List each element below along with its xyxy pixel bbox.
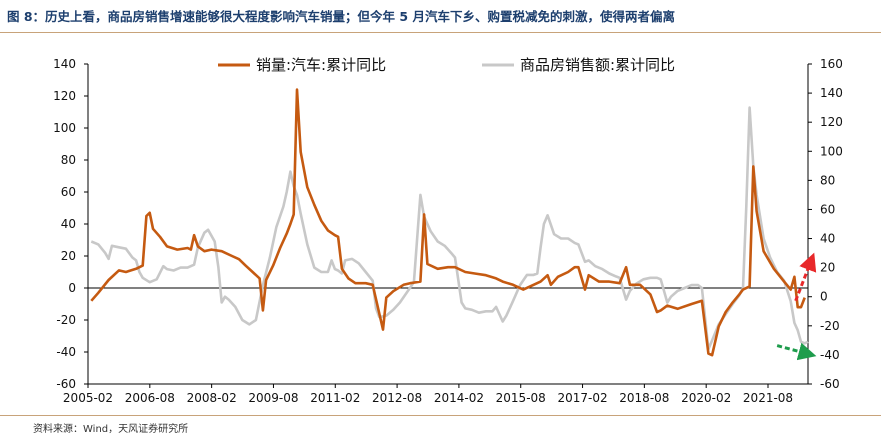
y-right-tick-label: 120 — [820, 115, 843, 129]
y-right-tick-label: 100 — [820, 144, 843, 158]
y-right-tick-label: -20 — [820, 319, 840, 333]
chart-title: 图 8：历史上看，商品房销售增速能够很大程度影响汽车销量；但今年 5 月汽车下乡… — [7, 9, 675, 24]
y-right-tick-label: -40 — [820, 348, 840, 362]
chart-axes: -60 -40 -20 0 20 40 60 80 100 120 140 -60 -40 -20 0 20 4… — [53, 57, 843, 405]
x-tick-label: 2012-08 — [372, 391, 422, 405]
x-tick-label: 2014-02 — [434, 391, 484, 405]
y-left-tick-label: -40 — [56, 345, 76, 359]
y-left-tick-label: 0 — [68, 281, 76, 295]
y-left-tick-label: 80 — [61, 153, 76, 167]
red-dashed-arrow — [794, 252, 817, 302]
x-tick-label: 2009-08 — [248, 391, 298, 405]
y-left-tick-label: -20 — [56, 313, 76, 327]
series-line-housing-sales — [90, 106, 809, 351]
bottom-divider — [0, 415, 881, 416]
y-right-tick-label: 0 — [820, 290, 828, 304]
y-right-tick-label: 160 — [820, 57, 843, 71]
x-tick-label: 2011-02 — [310, 391, 360, 405]
y-right-tick-label: 60 — [820, 202, 835, 216]
chart-series — [90, 88, 809, 357]
chart-legend: 销量:汽车:累计同比 商品房销售额:累计同比 — [218, 56, 675, 74]
y-right-tick-label: -60 — [820, 377, 840, 391]
x-tick-label: 2015-08 — [496, 391, 546, 405]
green-dashed-arrow — [776, 342, 817, 361]
x-tick-label: 2017-02 — [557, 391, 607, 405]
y-right-tick-label: 20 — [820, 261, 835, 275]
y-left-tick-label: 140 — [53, 57, 76, 71]
x-tick-label: 2020-02 — [681, 391, 731, 405]
y-right-tick-label: 140 — [820, 86, 843, 100]
top-divider — [0, 32, 881, 33]
x-tick-label: 2008-02 — [187, 391, 237, 405]
legend-label: 商品房销售额:累计同比 — [520, 56, 675, 74]
y-left-tick-label: 60 — [61, 185, 76, 199]
x-tick-label: 2018-08 — [619, 391, 669, 405]
x-tick-label: 2005-02 — [63, 391, 113, 405]
x-tick-label: 2021-08 — [743, 391, 793, 405]
y-left-tick-label: 100 — [53, 121, 76, 135]
source-note: 资料来源：Wind，天风证券研究所 — [33, 424, 189, 435]
legend-label: 销量:汽车:累计同比 — [256, 56, 386, 74]
y-left-tick-label: 120 — [53, 89, 76, 103]
y-right-tick-label: 40 — [820, 232, 835, 246]
y-left-tick-label: 40 — [61, 217, 76, 231]
x-tick-label: 2006-08 — [125, 391, 175, 405]
y-left-tick-label: -60 — [56, 377, 76, 391]
series-line-auto-sales — [90, 88, 806, 357]
y-left-tick-label: 20 — [61, 249, 76, 263]
chart-annotations — [776, 252, 817, 361]
y-right-tick-label: 80 — [820, 173, 835, 187]
